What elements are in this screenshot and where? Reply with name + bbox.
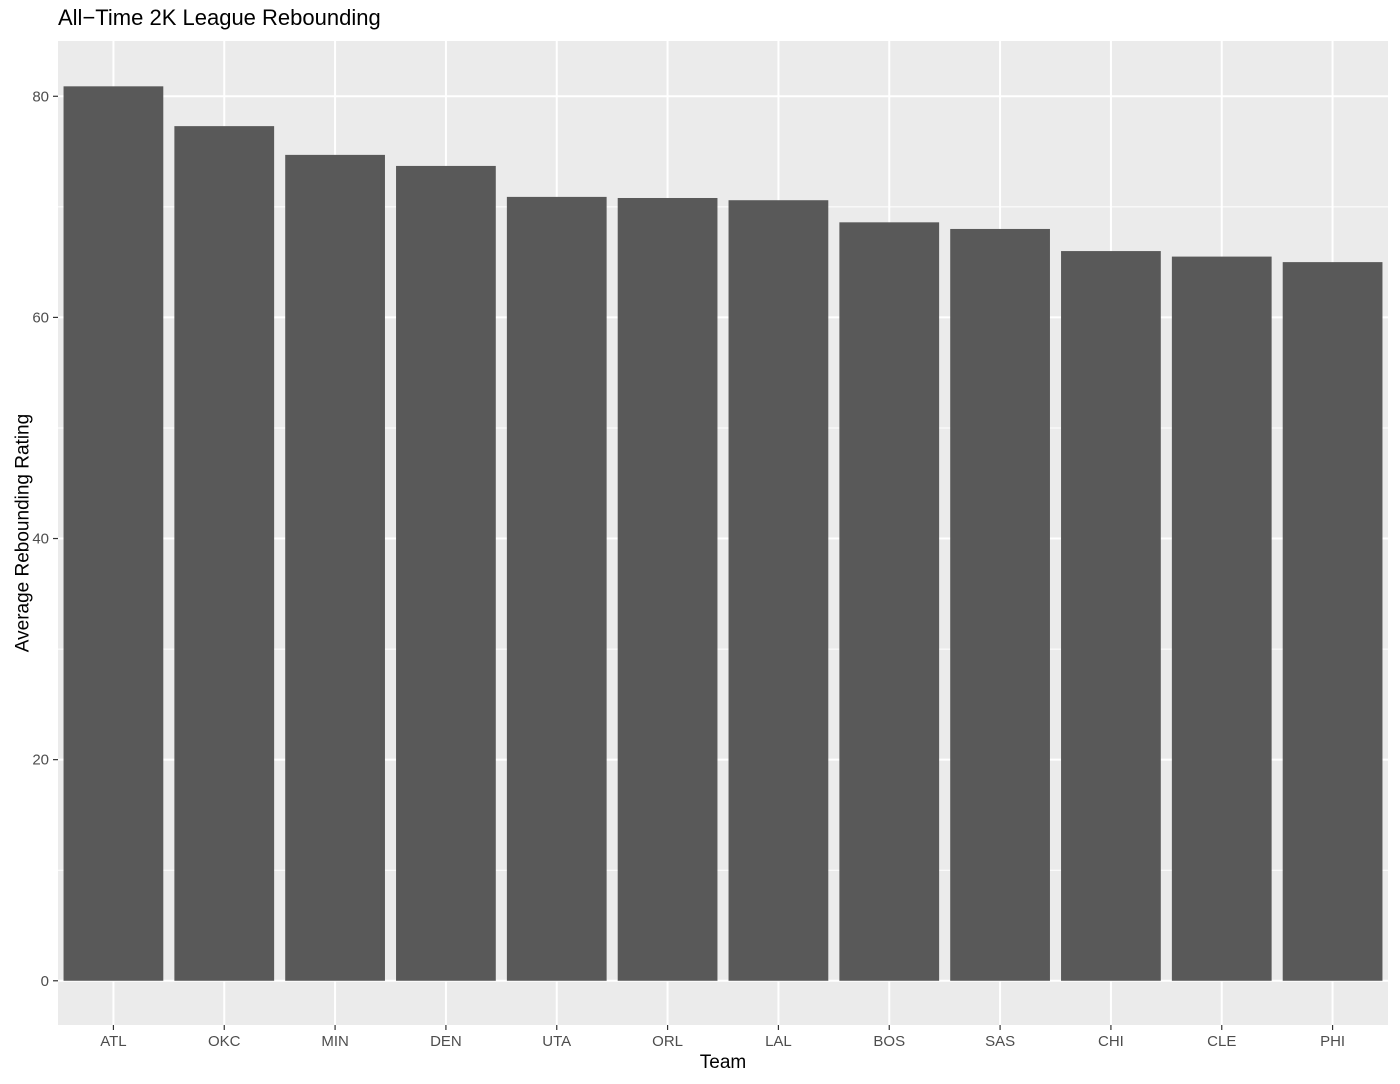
bar-phi (1282, 262, 1383, 981)
y-axis: 0 20 40 60 80 (32, 88, 58, 990)
y-tick-label: 60 (32, 309, 49, 326)
bar-okc (174, 126, 275, 981)
bar-lal (728, 200, 829, 981)
chart-title: All−Time 2K League Rebounding (58, 5, 381, 30)
bar-den (396, 165, 496, 981)
x-tick-label: PHI (1320, 1033, 1345, 1050)
bar-atl (63, 86, 164, 981)
bar-orl (617, 197, 718, 981)
x-tick-label: UTA (542, 1033, 571, 1050)
bar-chi (1061, 251, 1161, 981)
x-tick-label: OKC (208, 1033, 241, 1050)
x-tick-label: ORL (652, 1033, 683, 1050)
y-tick-label: 40 (32, 531, 49, 548)
bars (63, 86, 1383, 981)
plot-panel (58, 41, 1388, 1025)
x-tick-label: MIN (321, 1033, 349, 1050)
x-tick-label: CLE (1207, 1033, 1236, 1050)
x-axis-title: Team (700, 1052, 746, 1073)
x-tick-label: ATL (100, 1033, 126, 1050)
bar-uta (506, 196, 607, 981)
y-tick-label: 0 (41, 973, 49, 990)
x-axis: ATL OKC MIN DEN UTA ORL LAL BOS SAS CHI CLE PHI (100, 1025, 1345, 1050)
x-tick-label: SAS (985, 1033, 1015, 1050)
y-tick-label: 20 (32, 752, 49, 769)
bar-cle (1171, 256, 1272, 981)
x-tick-label: CHI (1098, 1033, 1124, 1050)
y-axis-title: Average Rebounding Rating (13, 414, 34, 652)
minor-gridlines (58, 206, 1388, 871)
bar-sas (950, 228, 1050, 981)
bar-min (285, 154, 385, 981)
x-tick-label: BOS (873, 1033, 905, 1050)
y-tick-label: 80 (32, 88, 49, 105)
x-tick-label: DEN (430, 1033, 462, 1050)
bar-bos (839, 222, 940, 981)
x-tick-label: LAL (765, 1033, 792, 1050)
